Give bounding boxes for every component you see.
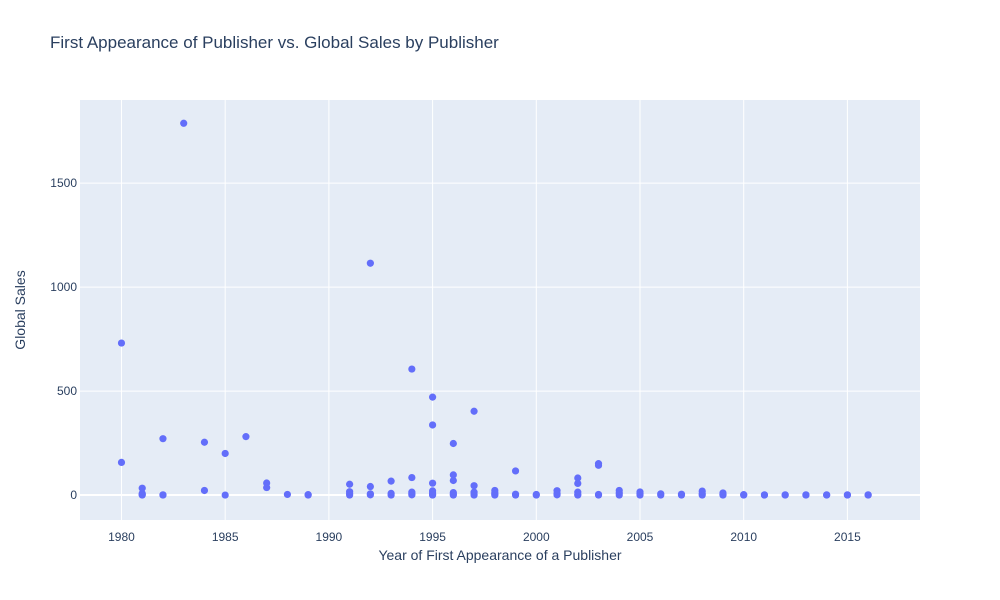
x-tick-label: 2010 (730, 530, 757, 544)
x-tick-label: 2015 (834, 530, 861, 544)
y-tick-label: 1000 (50, 280, 77, 294)
x-tick-label: 1995 (419, 530, 446, 544)
data-point (491, 491, 499, 499)
y-tick-label: 0 (70, 488, 77, 502)
data-point (449, 491, 457, 499)
y-axis-title: Global Sales (12, 270, 28, 349)
data-point (719, 491, 727, 499)
data-point (242, 433, 250, 441)
data-point (180, 119, 188, 127)
data-point (511, 491, 520, 499)
y-tick-label: 1500 (50, 176, 77, 190)
data-point (740, 491, 748, 499)
data-point (428, 491, 437, 499)
data-point (781, 491, 789, 499)
data-point (511, 467, 520, 475)
chart-title: First Appearance of Publisher vs. Global… (50, 33, 499, 52)
data-point (677, 491, 686, 499)
x-tick-label: 1990 (316, 530, 343, 544)
data-point (823, 491, 831, 499)
data-point (428, 393, 437, 401)
data-point (366, 259, 374, 267)
data-point (843, 491, 852, 499)
data-point (428, 421, 437, 429)
data-point (449, 439, 457, 448)
x-tick-label: 2000 (523, 530, 550, 544)
data-point (117, 339, 126, 347)
data-point (138, 491, 146, 499)
data-point (200, 438, 209, 446)
data-point (470, 407, 478, 415)
data-point (159, 435, 167, 443)
x-tick-label: 2005 (627, 530, 654, 544)
data-point (594, 491, 603, 499)
data-points (117, 119, 872, 499)
data-point (387, 491, 395, 499)
x-axis-title: Year of First Appearance of a Publisher (378, 547, 621, 563)
x-tick-label: 1980 (108, 530, 135, 544)
data-point (574, 474, 582, 482)
y-tick-label: 500 (57, 384, 77, 398)
data-point (657, 491, 665, 499)
data-point (366, 491, 374, 499)
x-tick-label: 1985 (212, 530, 239, 544)
data-point (346, 491, 354, 499)
axis-ticks: 1980 1985 1990 1995 2000 2005 2010 2015 0 500 1000… (50, 176, 861, 544)
data-point (159, 491, 167, 499)
data-point (221, 449, 229, 458)
plot-area (80, 100, 920, 520)
data-point (138, 484, 146, 492)
data-point (636, 491, 644, 499)
data-point (553, 491, 561, 499)
gridlines (80, 100, 920, 520)
data-point (802, 491, 810, 499)
data-point (408, 491, 416, 499)
data-point (117, 458, 126, 467)
data-point (864, 491, 872, 499)
data-point (470, 491, 478, 499)
data-point (366, 482, 374, 491)
data-point (449, 476, 457, 485)
data-point (263, 483, 271, 492)
data-point (760, 491, 769, 499)
data-point (221, 491, 229, 499)
data-point (574, 479, 582, 488)
data-point (532, 491, 540, 499)
data-point (449, 471, 457, 479)
data-point (283, 490, 292, 499)
data-point (346, 480, 354, 488)
data-point (408, 365, 416, 373)
data-point (594, 461, 603, 469)
data-point (615, 491, 623, 499)
data-point (200, 486, 209, 495)
data-point (387, 477, 395, 485)
data-point (408, 473, 416, 482)
data-point (698, 491, 706, 499)
data-point (304, 491, 312, 499)
data-point (574, 491, 582, 499)
data-point (470, 482, 478, 490)
data-point (428, 479, 437, 487)
